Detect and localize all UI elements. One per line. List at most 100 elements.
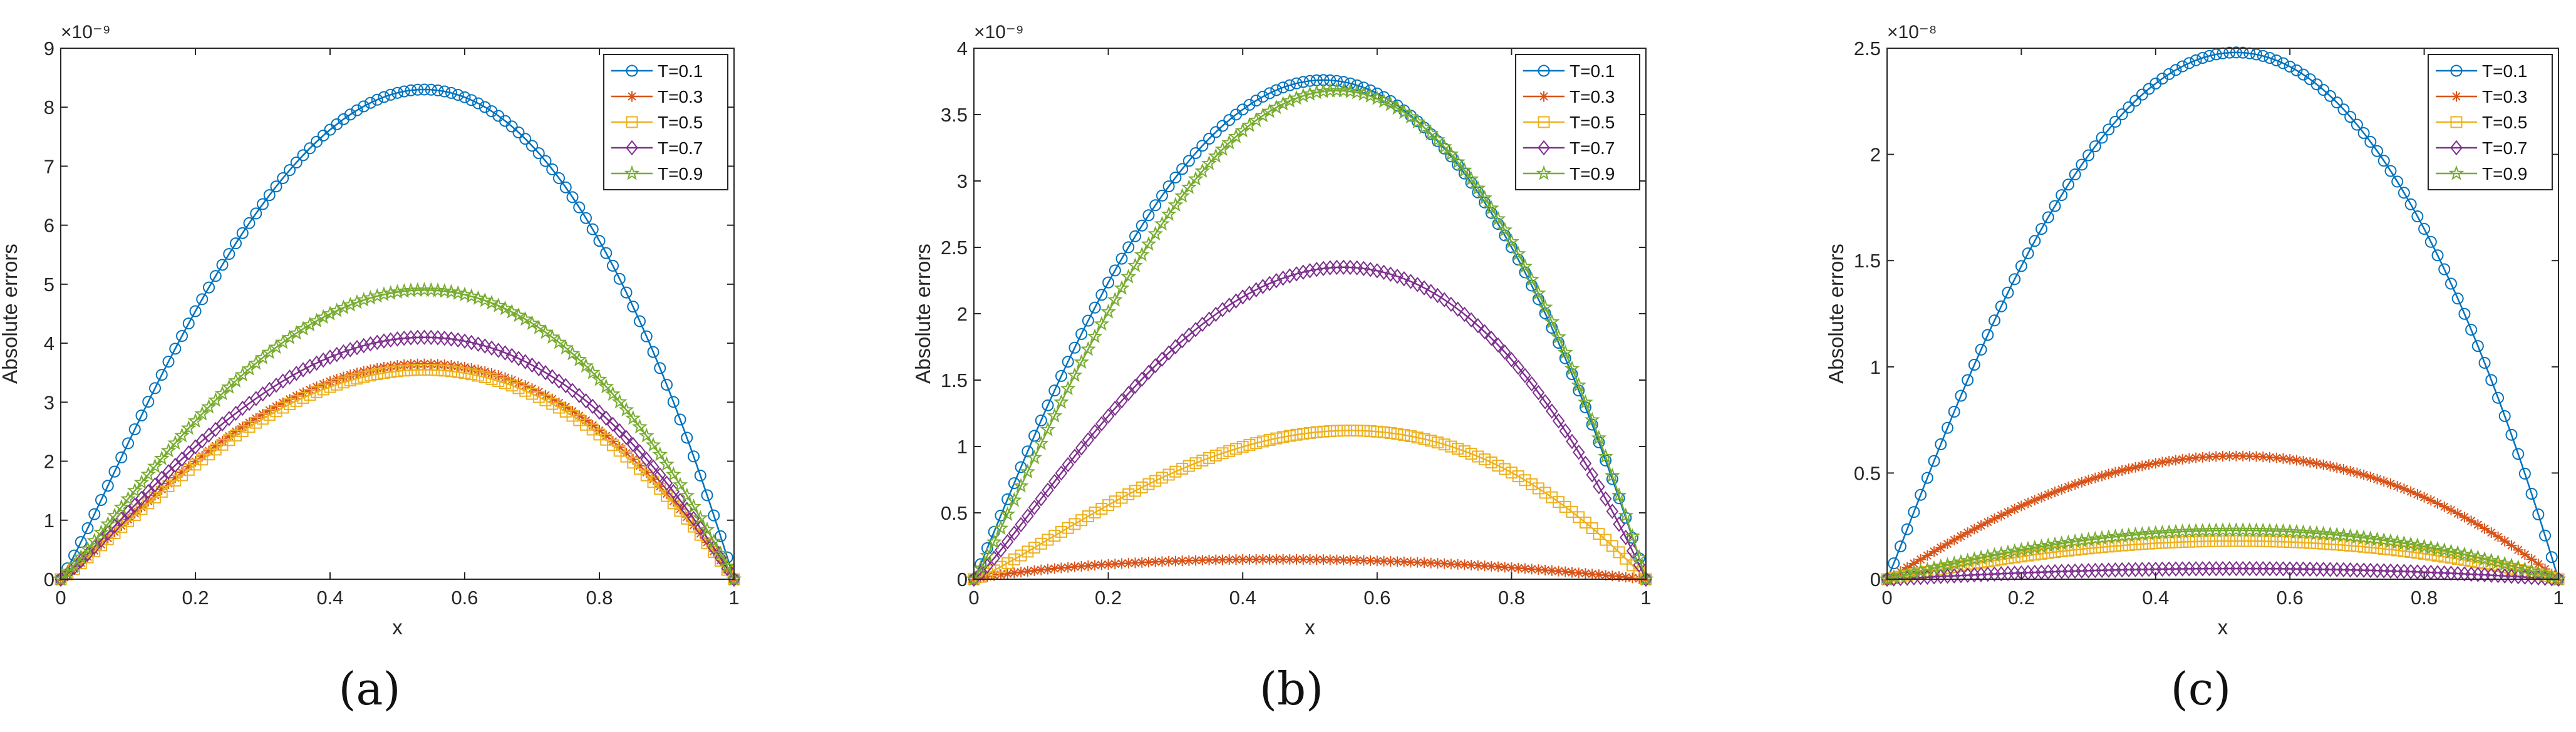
data-point xyxy=(579,393,592,409)
data-point xyxy=(2049,200,2061,212)
data-point xyxy=(2356,529,2372,545)
data-point xyxy=(1606,570,1618,582)
data-point xyxy=(1553,565,1565,577)
data-point xyxy=(1182,460,1195,472)
data-point xyxy=(1431,436,1444,449)
data-point xyxy=(2183,453,2195,464)
data-point xyxy=(1182,155,1195,167)
data-point xyxy=(2452,508,2463,519)
data-point xyxy=(133,474,150,490)
data-point xyxy=(2237,46,2249,59)
data-point xyxy=(1027,449,1043,465)
data-point xyxy=(1492,460,1504,472)
data-point xyxy=(1546,565,1558,576)
data-point xyxy=(1102,276,1115,289)
data-point xyxy=(647,476,660,488)
data-point xyxy=(1573,567,1585,579)
data-point xyxy=(2136,538,2148,550)
data-point xyxy=(1392,556,1403,567)
data-point xyxy=(1613,516,1625,532)
data-point xyxy=(665,466,681,482)
data-point xyxy=(1362,88,1379,103)
data-point xyxy=(452,366,464,378)
data-point xyxy=(686,498,701,513)
data-point xyxy=(2143,537,2155,550)
data-point xyxy=(163,478,174,489)
x-tick-label: 0.4 xyxy=(1229,587,1256,609)
legend-item: T=0.7 xyxy=(611,138,703,158)
data-point xyxy=(1913,563,1929,579)
data-point xyxy=(230,430,242,442)
data-point xyxy=(2351,467,2362,478)
data-point xyxy=(2470,549,2486,565)
data-point xyxy=(2257,451,2268,463)
data-point xyxy=(1405,557,1416,568)
data-point xyxy=(411,364,424,376)
data-point xyxy=(593,404,606,420)
data-point xyxy=(472,369,484,382)
data-point xyxy=(2123,101,2135,113)
data-point xyxy=(2190,54,2202,66)
data-point xyxy=(1120,268,1137,284)
data-point xyxy=(1183,555,1194,566)
data-point xyxy=(2546,569,2557,580)
data-point xyxy=(2109,115,2121,128)
chart-panel-c: 0 0.2 0.4 0.6 0.8 1 0 0.5 1 1.5 2 2.5 ×10⁻⁸ x Absolute… xyxy=(1824,22,2567,639)
data-point xyxy=(2020,540,2036,556)
data-point xyxy=(1006,492,1022,507)
legend-label: T=0.3 xyxy=(2482,87,2527,106)
caption-b: (b) xyxy=(1229,662,1354,715)
data-point xyxy=(1483,200,1499,215)
data-point xyxy=(1176,163,1189,175)
data-point xyxy=(398,364,410,377)
data-point xyxy=(1290,77,1303,90)
data-point xyxy=(2396,535,2412,550)
data-point xyxy=(1337,76,1350,88)
data-point xyxy=(1411,431,1424,444)
data-point xyxy=(681,431,693,444)
data-point xyxy=(2550,570,2567,586)
data-point xyxy=(135,409,148,421)
data-point xyxy=(1308,84,1325,100)
data-point xyxy=(2496,555,2513,571)
data-point xyxy=(149,382,161,394)
legend-item: T=0.3 xyxy=(1523,87,1615,106)
data-point xyxy=(1429,131,1446,147)
series-T=0.1 xyxy=(1881,46,2565,585)
data-point xyxy=(1203,133,1216,145)
data-point xyxy=(1284,554,1295,565)
data-point xyxy=(1127,257,1143,272)
x-tick-label: 0.4 xyxy=(316,587,343,609)
data-point xyxy=(1089,560,1100,571)
data-point xyxy=(628,454,639,465)
data-point xyxy=(580,212,592,224)
data-point xyxy=(93,524,109,539)
data-point xyxy=(1250,95,1263,107)
legend-marker-icon xyxy=(1538,116,1550,128)
data-point xyxy=(1968,523,1980,535)
data-point xyxy=(1135,371,1149,387)
data-point xyxy=(2385,478,2396,490)
data-point xyxy=(2490,554,2506,569)
data-point xyxy=(2022,247,2034,260)
data-point xyxy=(1606,503,1619,519)
data-point xyxy=(1022,565,1033,577)
data-point xyxy=(472,97,484,110)
data-point xyxy=(1593,478,1605,495)
legend-marker-icon xyxy=(2450,64,2463,77)
data-point xyxy=(376,286,392,302)
data-point xyxy=(216,259,229,271)
data-point xyxy=(2492,391,2505,404)
data-point xyxy=(1517,258,1533,274)
data-point xyxy=(458,91,471,103)
data-point xyxy=(385,88,397,101)
data-point xyxy=(358,371,370,383)
data-point xyxy=(647,459,660,475)
data-point xyxy=(2445,505,2456,516)
data-point xyxy=(1068,518,1081,530)
data-point xyxy=(1161,206,1177,221)
data-point xyxy=(196,293,209,306)
data-point xyxy=(1586,569,1598,580)
data-point xyxy=(268,339,284,354)
data-point xyxy=(1412,557,1423,568)
